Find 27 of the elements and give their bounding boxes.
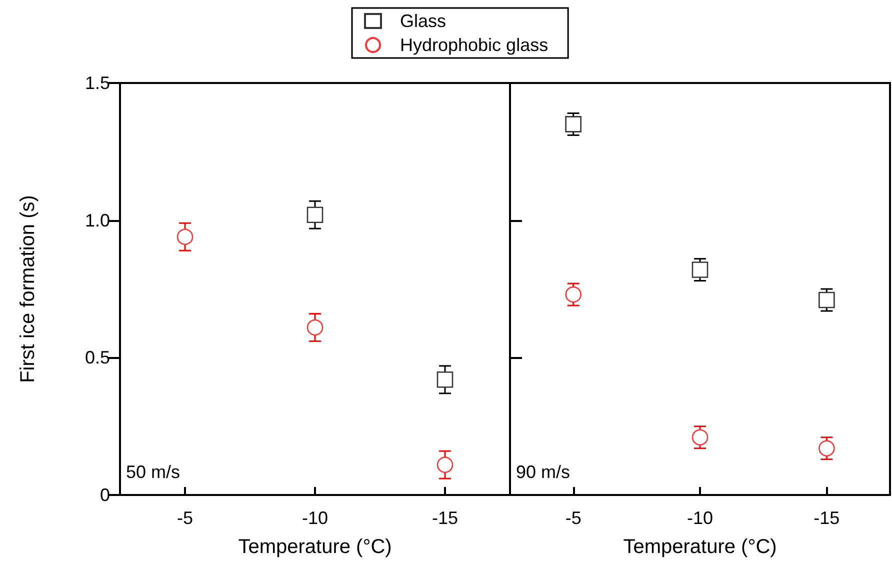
annotation: 90 m/s: [516, 462, 570, 482]
point: [565, 286, 582, 303]
x-axis-title: Temperature (°C): [623, 536, 777, 558]
legend-label: Hydrophobic glass: [400, 35, 548, 55]
point: [692, 429, 708, 446]
point: [176, 228, 194, 245]
y-tick-label: 1.5: [84, 73, 110, 93]
point: [306, 319, 324, 336]
x-axis-title: Temperature (°C): [238, 536, 392, 558]
point: [565, 116, 582, 132]
point: [818, 440, 835, 456]
x-tick-label: -10: [302, 508, 328, 528]
point: [436, 456, 454, 473]
point: [306, 206, 324, 223]
x-tick-label: -15: [814, 508, 840, 528]
point: [692, 262, 708, 278]
annotation: 50 m/s: [126, 462, 180, 482]
x-tick-label: -10: [686, 508, 714, 528]
x-tick-label: -5: [565, 508, 582, 528]
point: [436, 371, 454, 388]
y-tick-label: 0.5: [84, 348, 110, 368]
y-axis-title: First ice formation (s): [17, 195, 39, 383]
y-tick-label: 1.0: [84, 210, 110, 230]
point: [818, 292, 835, 308]
x-tick-label: -5: [176, 508, 194, 528]
legend-label: Glass: [400, 11, 446, 31]
x-tick-label: -15: [432, 508, 458, 528]
